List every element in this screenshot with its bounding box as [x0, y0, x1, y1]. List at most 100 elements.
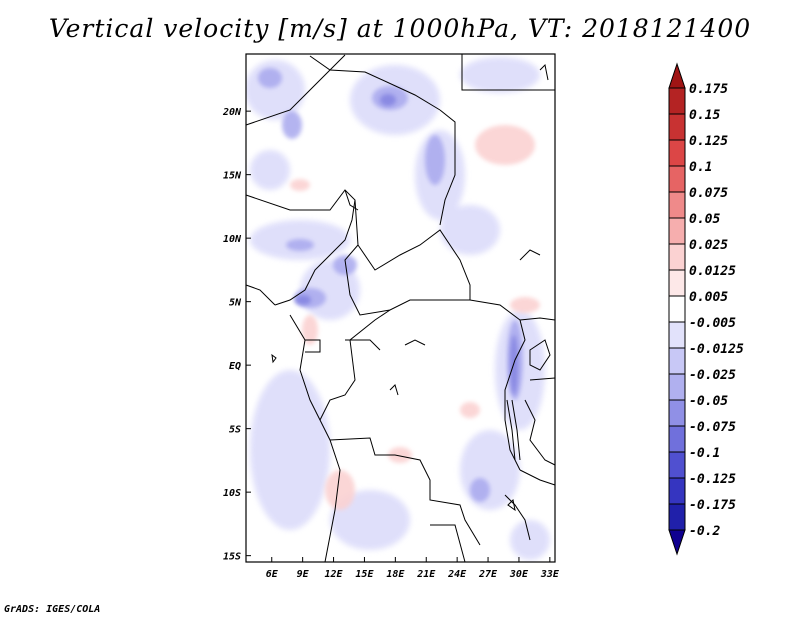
colorbar-label: -0.1	[689, 446, 720, 461]
y-tick-label: 5S	[229, 425, 241, 436]
velocity-blob	[460, 430, 520, 510]
colorbar-label: 0.075	[689, 186, 728, 201]
colorbar-label: 0.1	[689, 160, 712, 175]
colorbar-label: -0.175	[689, 498, 736, 513]
y-tick-label: 15N	[223, 171, 242, 182]
border-line	[345, 339, 381, 351]
velocity-blob	[250, 370, 330, 530]
border-line	[319, 309, 391, 421]
velocity-blob	[302, 315, 318, 345]
coast-line	[519, 249, 541, 261]
x-tick-label: 27E	[478, 569, 498, 580]
x-tick-label: 12E	[325, 569, 344, 580]
colorbar-label: -0.2	[689, 524, 720, 539]
x-tick-label: 30E	[509, 569, 529, 580]
colorbar-label: 0.005	[689, 290, 728, 305]
border-line	[504, 494, 531, 541]
island-outline	[271, 353, 277, 364]
x-tick-label: 15E	[355, 569, 374, 580]
lake-outline	[529, 339, 551, 371]
y-axis: 20N 15N 10N 5N EQ 5S 10S 15S	[222, 107, 251, 563]
river-outline	[404, 339, 426, 346]
river-outline	[389, 384, 399, 396]
colorbar-label: 0.05	[689, 212, 720, 227]
velocity-blob	[510, 297, 540, 313]
colorbar-label: 0.175	[689, 82, 728, 97]
velocity-blob	[460, 402, 480, 418]
border-line	[524, 399, 556, 466]
y-tick-label: EQ	[229, 361, 241, 372]
colorbar-label: 0.0125	[689, 264, 736, 279]
map-frame	[245, 53, 556, 563]
colorbar-arrow-bottom	[668, 529, 686, 556]
colorbar-label: 0.025	[689, 238, 728, 253]
colorbar-segment	[668, 399, 686, 427]
colorbar-label: -0.025	[689, 368, 736, 383]
colorbar-label: -0.075	[689, 420, 736, 435]
colorbar-segment	[668, 425, 686, 453]
chart-title: Vertical velocity [m/s] at 1000hPa, VT: …	[48, 14, 752, 43]
velocity-blob	[510, 335, 518, 395]
colorbar: 0.175 0.15 0.125 0.1 0.075 0.05 0.025 0.0125 0.0…	[668, 62, 744, 556]
velocity-blob	[425, 135, 445, 185]
colorbar-segment	[668, 243, 686, 271]
colorbar-segment	[668, 295, 686, 323]
x-axis: 6E 9E 12E 15E 18E 21E 24E 27E 30E 33E	[266, 557, 560, 580]
border-line	[245, 54, 346, 126]
border-line	[309, 55, 441, 111]
velocity-blob	[333, 255, 357, 275]
x-tick-label: 24E	[447, 569, 467, 580]
border-line	[354, 199, 471, 300]
colorbar-segment	[668, 139, 686, 167]
x-tick-label: 9E	[297, 569, 310, 580]
colorbar-segment	[668, 87, 686, 115]
credit-text: GrADS: IGES/COLA	[4, 604, 101, 615]
y-tick-label: 5N	[229, 298, 242, 309]
velocity-blob	[330, 490, 410, 550]
velocity-blob	[460, 57, 540, 93]
border-line	[245, 189, 356, 306]
y-tick-label: 20N	[222, 107, 242, 118]
colorbar-label: -0.125	[689, 472, 736, 487]
y-tick-label: 10N	[223, 234, 242, 245]
velocity-blob	[250, 150, 290, 190]
y-tick-label: 10S	[223, 488, 241, 499]
lake-outline	[344, 189, 359, 211]
velocity-blob	[282, 111, 302, 139]
border-line	[305, 339, 321, 353]
velocity-blob	[295, 295, 311, 305]
colorbar-segment	[668, 477, 686, 505]
lake-outline	[511, 399, 521, 461]
colorbar-label: 0.15	[689, 108, 720, 123]
colorbar-segment	[668, 347, 686, 375]
coast-line	[245, 284, 276, 306]
velocity-blob	[325, 470, 355, 510]
velocity-blob	[475, 125, 535, 165]
colorbar-segment	[668, 113, 686, 141]
velocity-blob	[470, 478, 490, 502]
x-tick-label: 18E	[386, 569, 405, 580]
colorbar-segment	[668, 165, 686, 193]
border-line	[439, 109, 456, 226]
border-line	[519, 317, 556, 321]
colorbar-label: -0.05	[689, 394, 728, 409]
x-tick-label: 33E	[540, 569, 560, 580]
y-tick-label: 15S	[223, 552, 241, 563]
colorbar-segment	[668, 191, 686, 219]
colorbar-segment	[668, 217, 686, 245]
colorbar-arrow-top	[668, 62, 686, 89]
lake-outline	[506, 399, 516, 461]
colorbar-label: 0.125	[689, 134, 728, 149]
velocity-blob	[380, 94, 396, 106]
velocity-blob	[388, 447, 412, 463]
map-area	[245, 53, 556, 563]
border-line	[430, 524, 466, 563]
lake-outline	[507, 498, 516, 512]
border-line	[529, 377, 556, 381]
colorbar-label: -0.0125	[689, 342, 744, 357]
velocity-blob	[290, 179, 310, 191]
border-line	[519, 469, 556, 486]
colorbar-segment	[668, 269, 686, 297]
border-line	[329, 437, 481, 546]
